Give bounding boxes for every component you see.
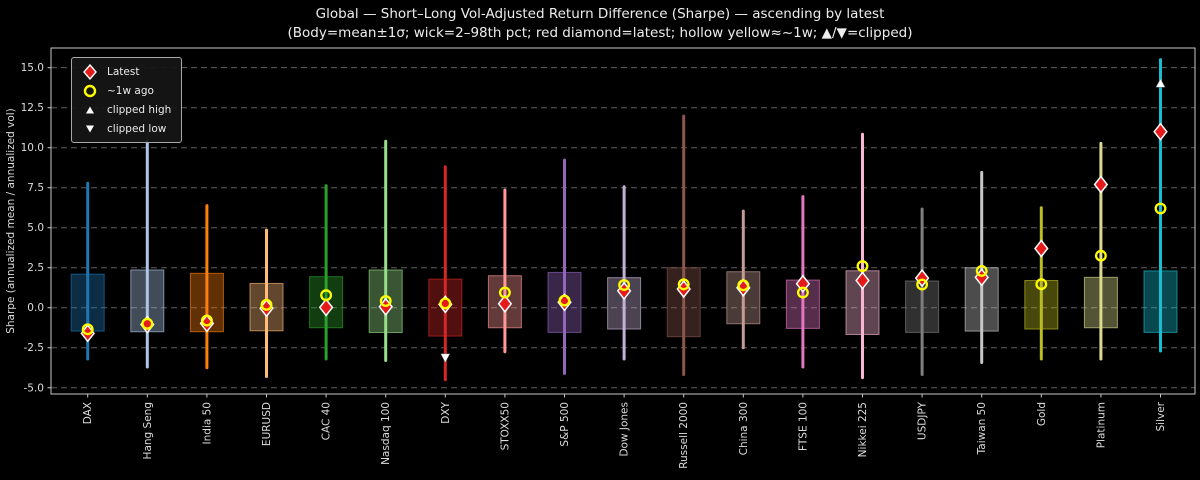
y-tick-label: 5.0 — [27, 222, 44, 234]
week-ago-marker-india-50 — [200, 314, 213, 327]
y-tick-label: 12.5 — [21, 102, 44, 114]
y-tick-label: 15.0 — [21, 62, 44, 74]
latest-marker-nikkei-225 — [855, 271, 870, 290]
week-ago-marker-eurusd — [260, 298, 273, 311]
latest-marker-platinum — [1093, 175, 1109, 194]
week-ago-marker-dow-jones — [618, 279, 631, 291]
y-tick-label: -2.5 — [24, 342, 45, 354]
legend-item-clipped-low: clipped low — [79, 119, 171, 138]
box-dax — [70, 273, 105, 332]
box-gold — [1024, 280, 1059, 330]
legend-label: clipped high — [107, 103, 172, 116]
x-tick-label-dow-jones: Dow Jones — [619, 402, 631, 457]
week-ago-marker-taiwan-50 — [975, 264, 988, 277]
week-ago-marker-russell-2000 — [677, 278, 690, 291]
legend-item-week-ago: ~1w ago — [79, 81, 171, 100]
y-tick-label: 10.0 — [21, 142, 44, 154]
latest-marker-silver — [1153, 122, 1168, 141]
week-ago-marker-gold — [1035, 278, 1048, 291]
x-tick-label-cac-40: CAC 40 — [321, 402, 333, 440]
box-russell-2000 — [666, 267, 701, 338]
clipped-high-marker-silver — [1155, 78, 1166, 88]
week-ago-marker-usdjpy — [916, 278, 929, 291]
latest-marker-gold — [1034, 239, 1049, 258]
x-tick-label-eurusd: EURUSD — [261, 402, 273, 446]
x-tick-label-dax: DAX — [82, 402, 94, 424]
week-ago-marker-platinum — [1094, 249, 1107, 262]
week-ago-marker-ftse-100 — [796, 286, 809, 299]
x-tick-label-russell-2000: Russell 2000 — [678, 402, 690, 469]
x-tick-label-china-300: China 300 — [738, 402, 750, 455]
week-ago-marker-cac-40 — [320, 289, 333, 302]
chart-title: Global — Short–Long Vol-Adjusted Return … — [315, 6, 885, 22]
clipped-low-marker-dxy — [440, 353, 451, 363]
week-ago-marker-nikkei-225 — [856, 260, 869, 273]
clipped-low-triangle-icon — [86, 125, 94, 132]
y-tick-label: 7.5 — [27, 182, 44, 194]
x-tick-label-silver: Silver — [1155, 401, 1167, 431]
legend-item-clipped-high: clipped high — [79, 100, 171, 119]
legend-label: Latest — [107, 65, 140, 78]
x-tick-label-ftse-100: FTSE 100 — [797, 402, 809, 451]
x-tick-label-platinum: Platinum — [1095, 402, 1107, 448]
x-tick-label-dxy: DXY — [440, 401, 452, 423]
x-tick-label-india-50: India 50 — [201, 402, 213, 444]
legend-label: ~1w ago — [107, 84, 154, 97]
week-ago-marker-sandp-500 — [558, 294, 571, 307]
x-tick-label-hang-seng: Hang Seng — [142, 402, 154, 459]
legend-item-latest: Latest — [79, 62, 171, 81]
box-platinum — [1083, 276, 1118, 329]
week-ago-marker-nasdaq-100 — [379, 295, 392, 307]
week-ago-circle-icon — [83, 84, 97, 97]
y-axis-label: Sharpe (annualized mean / annualized vol… — [5, 108, 17, 334]
x-tick-label-taiwan-50: Taiwan 50 — [976, 402, 988, 455]
legend: Latest ~1w ago clipped high clipped low — [71, 57, 183, 143]
x-tick-label-stoxx50: STOXX50 — [499, 402, 511, 450]
week-ago-marker-china-300 — [737, 279, 750, 292]
latest-marker-stoxx50 — [497, 294, 513, 313]
y-tick-label: 2.5 — [27, 262, 44, 274]
legend-label: clipped low — [107, 122, 167, 135]
x-tick-label-nikkei-225: Nikkei 225 — [857, 402, 869, 457]
y-tick-label: 0.0 — [27, 302, 44, 314]
x-tick-label-sandp-500: S&P 500 — [559, 402, 571, 447]
week-ago-marker-silver — [1154, 202, 1167, 215]
week-ago-marker-hang-seng — [141, 317, 154, 330]
y-tick-label: -5.0 — [24, 382, 45, 394]
chart-title-block: Global — Short–Long Vol-Adjusted Return … — [0, 5, 1200, 43]
x-tick-label-gold: Gold — [1036, 402, 1048, 426]
clipped-high-triangle-icon — [86, 106, 94, 113]
week-ago-marker-dxy — [439, 297, 452, 310]
chart-subtitle: (Body=mean±1σ; wick=2–98th pct; red diam… — [287, 25, 913, 41]
week-ago-marker-dax — [81, 323, 94, 336]
week-ago-marker-stoxx50 — [498, 286, 511, 299]
latest-diamond-icon — [83, 63, 97, 80]
latest-marker-cac-40 — [318, 298, 334, 317]
box-silver — [1143, 270, 1178, 333]
x-tick-label-nasdaq-100: Nasdaq 100 — [380, 402, 392, 465]
axes-frame — [50, 47, 1196, 395]
x-tick-label-usdjpy: USDJPY — [917, 401, 929, 440]
